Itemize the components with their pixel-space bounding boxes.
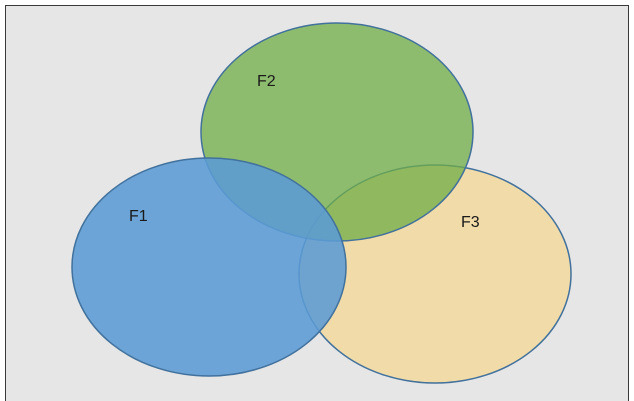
set-f3-label: F3 bbox=[461, 214, 480, 231]
set-f2-label: F2 bbox=[257, 73, 276, 90]
set-f1-ellipse bbox=[71, 157, 347, 377]
set-f1-label: F1 bbox=[129, 208, 148, 225]
